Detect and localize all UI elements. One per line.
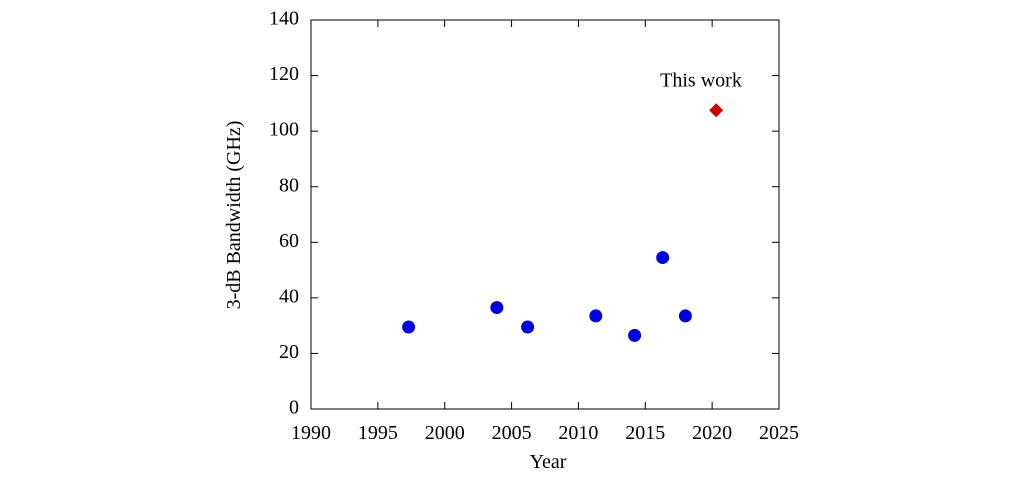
y-tick-label: 20 xyxy=(279,341,299,363)
data-point xyxy=(628,328,642,342)
data-point xyxy=(709,103,724,118)
x-tick-label: 2010 xyxy=(558,422,598,444)
data-point xyxy=(678,309,692,323)
y-tick-label: 60 xyxy=(279,230,299,252)
x-tick-label: 2020 xyxy=(692,422,732,444)
data-point xyxy=(656,251,670,265)
plot-frame xyxy=(310,19,780,410)
y-tick-label: 140 xyxy=(269,8,299,30)
y-axis-label: 3-dB Bandwidth (GHz) xyxy=(223,121,245,310)
data-point xyxy=(490,301,504,315)
data-point xyxy=(589,309,603,323)
data-point xyxy=(521,320,535,334)
x-tick-label: 1990 xyxy=(291,422,331,444)
y-tick-label: 100 xyxy=(269,119,299,141)
y-tick-label: 120 xyxy=(269,63,299,85)
x-tick-label: 2005 xyxy=(492,422,532,444)
x-axis-label: Year xyxy=(530,451,567,473)
x-tick-label: 2015 xyxy=(625,422,665,444)
data-point xyxy=(402,320,416,334)
x-tick-label: 1995 xyxy=(358,422,398,444)
y-tick-label: 40 xyxy=(279,285,299,307)
y-tick-label: 80 xyxy=(279,174,299,196)
x-tick-label: 2000 xyxy=(425,422,465,444)
annotation: This work xyxy=(660,70,742,92)
x-tick-label: 2025 xyxy=(759,422,799,444)
y-tick-label: 0 xyxy=(289,397,299,419)
